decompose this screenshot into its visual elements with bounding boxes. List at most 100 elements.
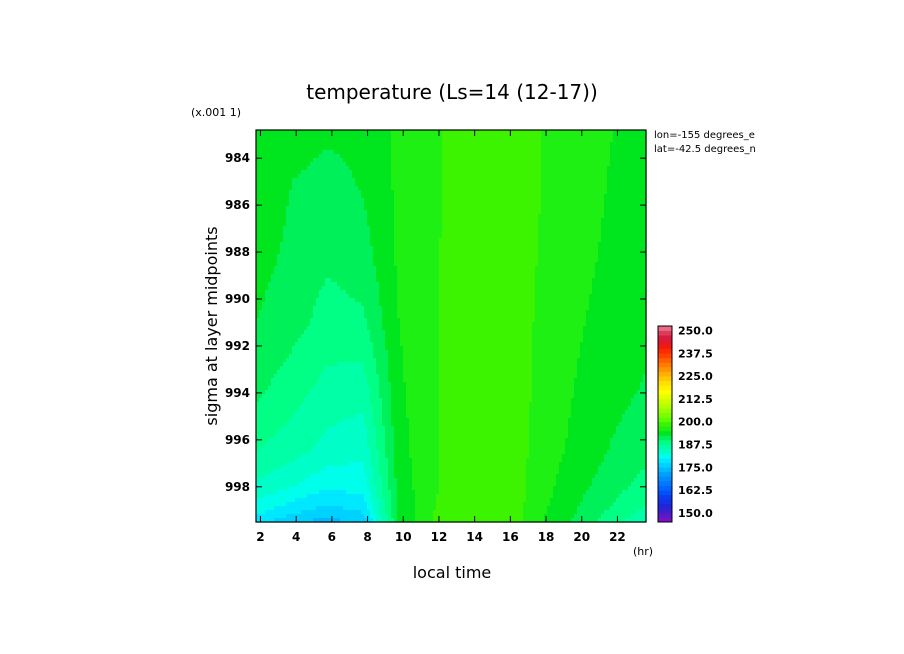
heatmap-cell [295,238,299,243]
heatmap-cell [454,178,458,183]
heatmap-cell [292,178,296,183]
heatmap-cell [331,274,335,279]
heatmap-cell [388,178,392,183]
heatmap-cell [466,250,470,255]
heatmap-cell [487,206,491,211]
heatmap-cell [559,274,563,279]
heatmap-cell [298,266,302,271]
heatmap-cell [259,198,263,203]
heatmap-cell [484,246,488,251]
heatmap-cell [583,174,587,179]
heatmap-cell [574,222,578,227]
heatmap-cell [271,202,275,207]
heatmap-cell [631,182,635,187]
heatmap-cell [517,142,521,147]
heatmap-cell [325,242,329,247]
heatmap-cell [280,274,284,279]
heatmap-cell [313,226,317,231]
heatmap-cell [379,258,383,263]
heatmap-cell [256,262,260,267]
heatmap-cell [520,186,524,191]
heatmap-cell [376,278,380,283]
heatmap-cell [556,162,560,167]
heatmap-cell [259,214,263,219]
heatmap-cell [271,194,275,199]
heatmap-cell [301,174,305,179]
heatmap-cell [493,178,497,183]
heatmap-cell [256,146,260,151]
heatmap-cell [568,166,572,171]
heatmap-cell [289,230,293,235]
heatmap-cell [457,246,461,251]
heatmap-cell [628,166,632,171]
heatmap-cell [427,270,431,275]
heatmap-cell [427,146,431,151]
heatmap-cell [610,230,614,235]
heatmap-cell [544,242,548,247]
heatmap-cell [343,230,347,235]
heatmap-cell [364,158,368,163]
heatmap-cell [304,250,308,255]
heatmap-cell [529,274,533,279]
heatmap-cell [634,194,638,199]
heatmap-cell [487,258,491,263]
heatmap-cell [553,262,557,267]
heatmap-cell [364,166,368,171]
heatmap-cell [484,198,488,203]
heatmap-cell [280,178,284,183]
heatmap-cell [424,222,428,227]
heatmap-cell [337,162,341,167]
heatmap-cell [424,186,428,191]
heatmap-cell [601,254,605,259]
heatmap-cell [463,262,467,267]
heatmap-cell [466,226,470,231]
heatmap-cell [388,142,392,147]
heatmap-cell [322,230,326,235]
heatmap-cell [463,150,467,155]
heatmap-cell [523,210,527,215]
heatmap-cell [643,262,647,267]
heatmap-cell [334,162,338,167]
heatmap-cell [292,138,296,143]
heatmap-cell [520,162,524,167]
heatmap-cell [283,278,287,283]
heatmap-cell [412,166,416,171]
heatmap-cell [325,170,329,175]
heatmap-cell [553,222,557,227]
heatmap-cell [322,250,326,255]
heatmap-cell [487,182,491,187]
heatmap-cell [346,258,350,263]
heatmap-cell [478,202,482,207]
heatmap-cell [298,134,302,139]
heatmap-cell [289,194,293,199]
heatmap-cell [487,150,491,155]
heatmap-cell [601,258,605,263]
heatmap-cell [382,154,386,159]
heatmap-cell [295,282,299,287]
heatmap-cell [391,230,395,235]
heatmap-cell [445,250,449,255]
heatmap-cell [631,206,635,211]
heatmap-cell [256,258,260,263]
heatmap-cell [460,166,464,171]
heatmap-cell [406,222,410,227]
heatmap-cell [385,142,389,147]
heatmap-cell [619,234,623,239]
heatmap-cell [295,190,299,195]
heatmap-cell [430,182,434,187]
heatmap-cell [265,262,269,267]
heatmap-cell [451,186,455,191]
heatmap-cell [490,198,494,203]
heatmap-cell [463,186,467,191]
heatmap-cell [346,186,350,191]
heatmap-cell [502,238,506,243]
heatmap-cell [352,242,356,247]
heatmap-cell [313,218,317,223]
heatmap-cell [355,198,359,203]
heatmap-cell [379,170,383,175]
heatmap-cell [562,266,566,271]
heatmap-cell [364,150,368,155]
heatmap-cell [385,178,389,183]
heatmap-cell [292,230,296,235]
heatmap-cell [418,254,422,259]
